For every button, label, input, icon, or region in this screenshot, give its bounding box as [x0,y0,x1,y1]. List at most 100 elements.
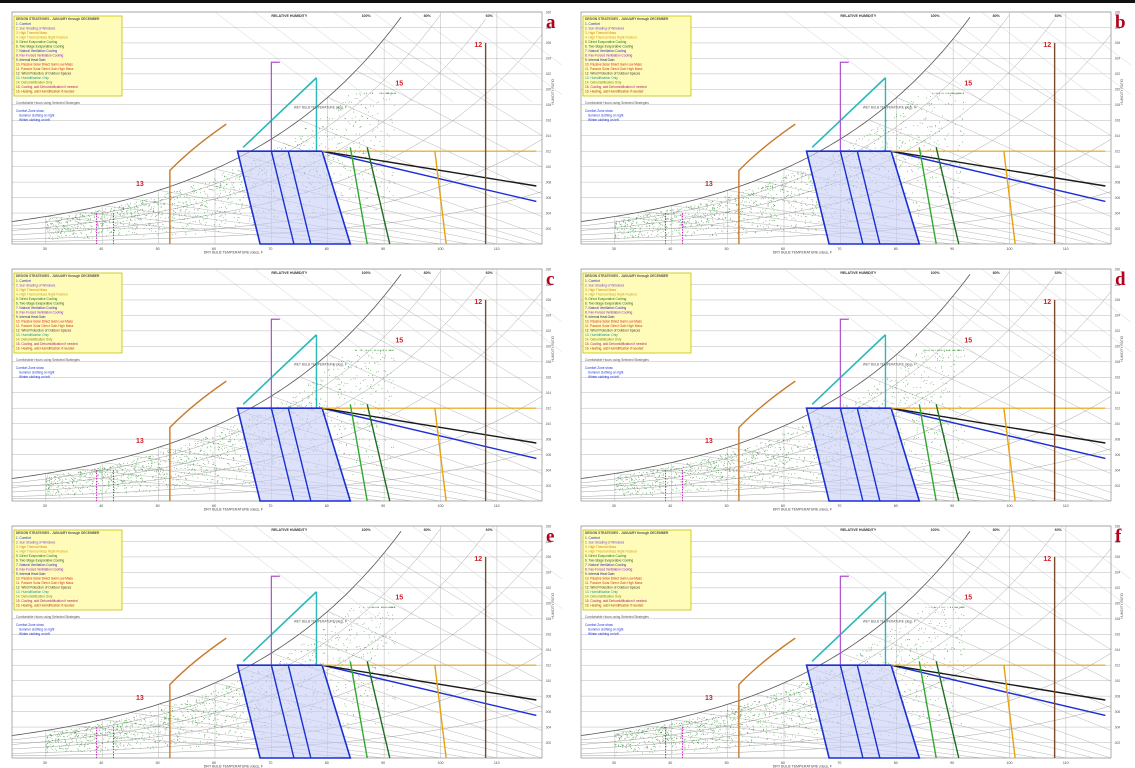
weather-point [85,475,86,476]
weather-point [635,228,636,229]
weather-point [643,221,644,222]
weather-point [122,215,123,216]
weather-point [58,224,59,225]
weather-point [742,227,743,228]
weather-point [347,214,348,215]
weather-point [198,441,199,442]
weather-point [660,473,661,474]
weather-point [694,472,695,473]
weather-point [813,210,814,211]
weather-point [47,222,48,223]
weather-point [887,144,888,145]
weather-point [769,202,770,203]
weather-point [708,220,709,221]
x-tick-label: 50 [725,247,729,251]
weather-point [211,446,212,447]
weather-point [186,197,187,198]
weather-point [354,404,355,405]
weather-point [98,227,99,228]
weather-point [201,467,202,468]
weather-point [175,474,176,475]
weather-point [69,235,70,236]
weather-point [48,225,49,226]
weather-point [204,191,205,192]
weather-point [346,153,347,154]
weather-point [159,474,160,475]
weather-point [657,472,658,473]
weather-point [813,212,814,213]
weather-point [62,485,63,486]
weather-point [369,446,370,447]
weather-point [219,224,220,225]
weather-point [642,226,643,227]
weather-point [691,224,692,225]
weather-point [102,472,103,473]
weather-point [165,197,166,198]
weather-point [220,215,221,216]
weather-point [98,470,99,471]
weather-point [912,171,913,172]
y-tick-label: .022 [1114,329,1120,333]
weather-point [148,466,149,467]
weather-point [795,211,796,212]
weather-point [333,173,334,174]
weather-point [199,222,200,223]
weather-point [68,230,69,231]
weather-point [924,140,925,141]
weather-point [287,401,288,402]
weather-point [768,184,769,185]
weather-point [134,225,135,226]
weather-point [311,405,312,406]
weather-point [136,205,137,206]
weather-point [667,214,668,215]
weather-point [235,453,236,454]
weather-point [366,450,367,451]
weather-point [394,105,395,106]
weather-point [764,488,765,489]
weather-point [751,462,752,463]
weather-point [787,191,788,192]
comfort-note: Summer clothing on right [19,371,55,375]
weather-point [239,189,240,190]
weather-point [387,456,388,457]
weather-point [850,143,851,144]
weather-point [931,397,932,398]
weather-point [640,229,641,230]
weather-point [205,224,206,225]
weather-point [329,164,330,165]
weather-point [359,174,360,175]
weather-point [153,210,154,211]
weather-point [917,164,918,165]
weather-point [141,478,142,479]
weather-point [648,214,649,215]
weather-point [959,406,960,407]
weather-point [748,467,749,468]
weather-point [383,350,384,351]
weather-point [756,204,757,205]
weather-point [56,218,57,219]
weather-point [47,224,48,225]
weather-point [946,93,947,94]
weather-point [82,474,83,475]
weather-point [367,424,368,425]
weather-point [213,443,214,444]
weather-point [372,375,373,376]
weather-point [960,116,961,117]
weather-point [122,481,123,482]
weather-point [181,447,182,448]
weather-point [684,222,685,223]
weather-point [220,183,221,184]
weather-point [772,182,773,183]
weather-point [336,147,337,148]
weather-point [929,179,930,180]
weather-point [188,457,189,458]
weather-point [156,219,157,220]
weather-point [942,93,943,94]
weather-point [136,492,137,493]
weather-point [75,221,76,222]
weather-point [200,467,201,468]
weather-point [345,149,346,150]
weather-point [172,203,173,204]
weather-point [105,472,106,473]
weather-point [200,450,201,451]
